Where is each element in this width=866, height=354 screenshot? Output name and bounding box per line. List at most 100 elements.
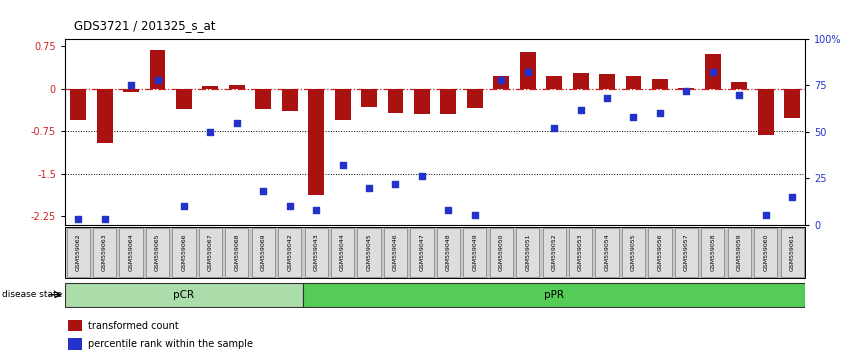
Text: GSM559051: GSM559051 [525,234,530,271]
Text: pPR: pPR [544,290,564,300]
Point [283,203,297,209]
Point [494,77,508,82]
Point [309,207,323,213]
Text: GSM559049: GSM559049 [472,233,477,271]
Text: GSM559054: GSM559054 [604,233,610,271]
Text: GSM559069: GSM559069 [261,233,266,271]
Bar [229,85,245,89]
Text: GSM559055: GSM559055 [631,234,636,271]
Point [520,69,534,75]
Bar [172,228,196,277]
Point [442,207,456,213]
Bar [705,54,721,89]
Bar [305,228,328,277]
Bar [281,89,298,112]
Bar [731,82,747,89]
Point [336,162,350,168]
Point [256,188,270,194]
Bar [303,283,805,307]
Bar [255,89,271,109]
Point [124,82,138,88]
Text: GSM559060: GSM559060 [763,234,768,271]
Bar [436,228,460,277]
Text: transformed count: transformed count [88,321,179,331]
Text: GSM559065: GSM559065 [155,234,160,271]
Text: GSM559063: GSM559063 [102,233,107,271]
Text: pCR: pCR [173,290,195,300]
Bar [546,76,562,89]
Point [706,69,720,75]
Bar [203,86,218,89]
Bar [252,228,275,277]
Bar [489,228,513,277]
Text: GSM559047: GSM559047 [419,233,424,271]
Text: GSM559043: GSM559043 [313,233,319,271]
Bar [358,228,381,277]
Bar [649,228,671,277]
Point [229,120,243,125]
Text: GSM559045: GSM559045 [366,233,372,271]
Bar [145,228,169,277]
Text: GSM559066: GSM559066 [182,234,186,271]
Point [389,181,403,187]
Bar [758,89,773,135]
Bar [278,228,301,277]
Point [785,194,799,200]
Point [759,213,772,218]
Text: GSM559064: GSM559064 [128,233,133,271]
Text: GSM559042: GSM559042 [288,233,292,271]
Bar [675,228,698,277]
Bar [622,228,645,277]
Text: percentile rank within the sample: percentile rank within the sample [88,339,253,349]
Bar [727,228,751,277]
Bar [97,89,113,143]
Text: GSM559062: GSM559062 [75,233,81,271]
Text: GSM559046: GSM559046 [393,233,398,271]
Point [627,114,641,120]
Bar [463,228,487,277]
Bar [542,228,565,277]
Point [362,185,376,190]
Text: GSM559056: GSM559056 [657,234,662,271]
Bar [331,228,354,277]
Bar [123,89,139,92]
Point [177,203,191,209]
Text: GSM559052: GSM559052 [552,233,557,271]
Text: GSM559059: GSM559059 [737,233,742,271]
Point [547,125,561,131]
Text: GSM559057: GSM559057 [684,233,688,271]
Point [151,77,165,82]
Bar [225,228,249,277]
Bar [441,89,456,114]
Bar [308,89,324,195]
Bar [599,74,615,89]
Bar [625,76,642,89]
Point [653,110,667,116]
Bar [410,228,434,277]
Point [468,213,481,218]
Bar [754,228,778,277]
Bar [68,338,81,350]
Bar [467,89,482,108]
Point [600,96,614,101]
Bar [572,73,589,89]
Bar [70,89,86,120]
Text: GSM559048: GSM559048 [446,233,451,271]
Bar [678,88,695,89]
Bar [652,79,668,89]
Text: GSM559053: GSM559053 [578,233,583,271]
Text: GSM559044: GSM559044 [340,233,346,271]
Bar [520,52,536,89]
Point [680,88,694,94]
Bar [701,228,725,277]
Bar [120,228,143,277]
Bar [65,283,303,307]
Bar [93,228,116,277]
Bar [199,228,222,277]
Text: GSM559068: GSM559068 [235,234,239,271]
Bar [596,228,618,277]
Bar [361,89,377,107]
Text: GDS3721 / 201325_s_at: GDS3721 / 201325_s_at [74,19,215,32]
Bar [569,228,592,277]
Point [204,129,217,135]
